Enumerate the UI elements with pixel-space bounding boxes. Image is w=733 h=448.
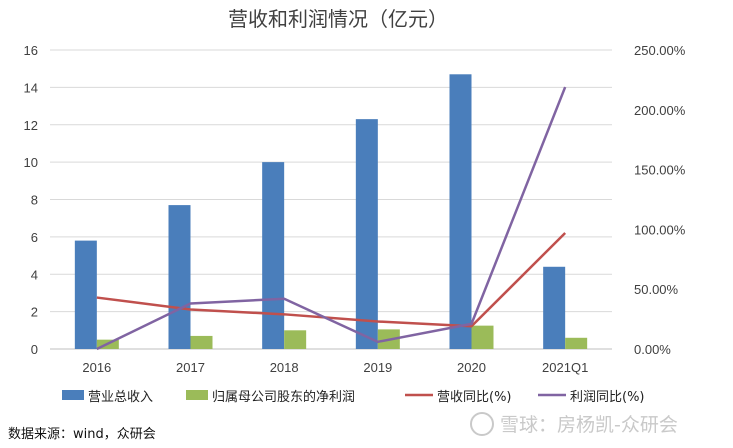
right-axis: 0.00% 50.00% 100.00% 150.00% 200.00% 250.00% bbox=[634, 43, 686, 357]
left-tick-label: 0 bbox=[31, 342, 38, 357]
left-tick-label: 6 bbox=[31, 230, 38, 245]
legend-label: 营业总收入 bbox=[88, 390, 153, 405]
data-source-note: 数据来源：wind，众研会 bbox=[8, 427, 156, 442]
legend-swatch bbox=[62, 390, 84, 400]
x-tick-label: 2020 bbox=[457, 360, 486, 375]
bar-net-profit bbox=[190, 335, 213, 349]
watermark: 雪球：房杨凯-众研会 bbox=[470, 410, 678, 437]
x-axis: 2016 2017 2018 2019 2020 2021Q1 bbox=[82, 360, 588, 375]
legend-swatch bbox=[186, 390, 208, 400]
right-tick-label: 250.00% bbox=[634, 43, 686, 58]
line-series bbox=[96, 86, 567, 351]
snowball-icon bbox=[470, 411, 494, 436]
right-tick-label: 50.00% bbox=[634, 282, 679, 297]
watermark-text: 雪球：房杨凯-众研会 bbox=[500, 414, 678, 436]
left-tick-label: 2 bbox=[31, 305, 38, 320]
x-tick-label: 2021Q1 bbox=[542, 360, 588, 375]
left-tick-label: 14 bbox=[24, 80, 38, 95]
left-tick-label: 8 bbox=[31, 193, 38, 208]
x-tick-label: 2016 bbox=[82, 360, 111, 375]
chart-title: 营收和利润情况（亿元） bbox=[228, 7, 448, 31]
right-tick-label: 0.00% bbox=[634, 342, 671, 357]
x-tick-label: 2017 bbox=[176, 360, 205, 375]
right-tick-label: 200.00% bbox=[634, 103, 686, 118]
bar-net-profit bbox=[565, 337, 588, 349]
left-tick-label: 10 bbox=[24, 155, 38, 170]
bar-net-profit bbox=[284, 330, 307, 349]
x-tick-label: 2019 bbox=[363, 360, 392, 375]
bar-revenue bbox=[262, 162, 285, 349]
bar-series bbox=[74, 74, 588, 349]
bar-revenue bbox=[449, 74, 472, 349]
bar-revenue bbox=[355, 119, 378, 349]
left-axis: 0 2 4 6 8 10 12 14 16 bbox=[24, 43, 38, 357]
legend-label: 归属母公司股东的净利润 bbox=[212, 389, 355, 405]
left-tick-label: 16 bbox=[24, 43, 38, 58]
bar-net-profit bbox=[471, 325, 494, 349]
gridlines bbox=[50, 49, 612, 350]
bar-revenue bbox=[543, 266, 566, 349]
bar-revenue bbox=[74, 240, 97, 349]
revenue-yoy-line bbox=[96, 232, 567, 328]
legend-label: 利润同比(%) bbox=[570, 390, 645, 405]
profit-yoy-line bbox=[96, 86, 567, 351]
right-tick-label: 100.00% bbox=[634, 222, 686, 237]
x-tick-label: 2018 bbox=[270, 360, 299, 375]
left-tick-label: 12 bbox=[24, 118, 38, 133]
legend: 营业总收入 归属母公司股东的净利润 营收同比(%) 利润同比(%) bbox=[62, 389, 645, 405]
left-tick-label: 4 bbox=[31, 267, 38, 282]
bar-revenue bbox=[168, 205, 191, 349]
right-tick-label: 150.00% bbox=[634, 163, 686, 178]
legend-label: 营收同比(%) bbox=[437, 390, 512, 405]
